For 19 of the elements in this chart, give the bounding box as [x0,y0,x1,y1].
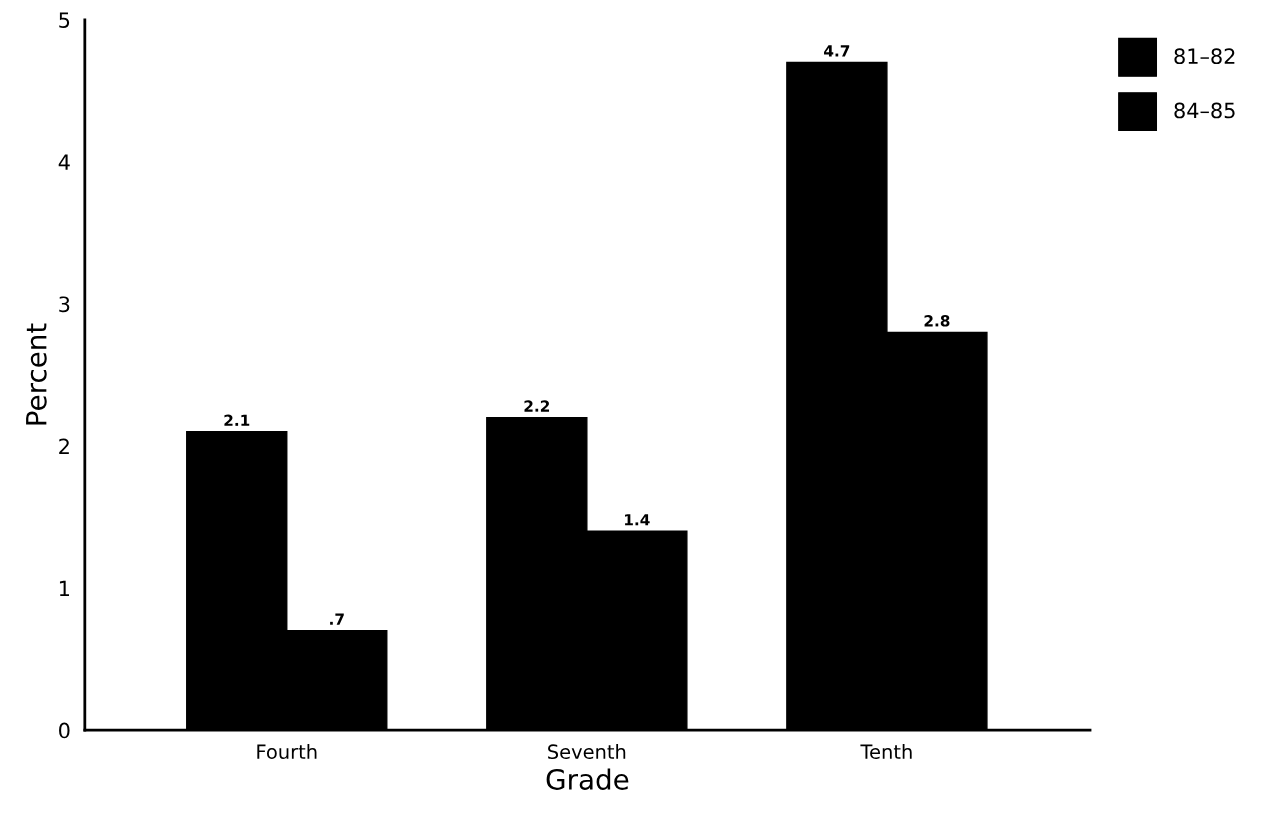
data-label: .7 [330,613,344,625]
data-label: 1.4 [625,514,650,526]
y-tick-label: 1 [59,580,70,596]
legend-label: 81–82 [1174,48,1235,65]
y-tick-label: 4 [58,154,70,170]
y-tick-label: 0 [59,722,70,739]
y-tick-label: 2 [59,438,69,454]
data-label: 2.1 [224,414,250,426]
y-tick-label: 5 [59,12,70,29]
x-tick-label: Tenth [860,744,912,760]
x-axis-title: Grade [546,768,629,790]
data-label: 2.2 [524,400,550,412]
x-tick-label: Seventh [548,744,626,760]
y-tick-label: 3 [59,296,70,313]
x-tick-label: Fourth [257,744,317,760]
data-label: 4.7 [824,45,850,57]
data-label: 2.8 [924,315,950,327]
legend-label: 84–85 [1174,102,1235,119]
y-axis-title: Percent [26,323,47,425]
